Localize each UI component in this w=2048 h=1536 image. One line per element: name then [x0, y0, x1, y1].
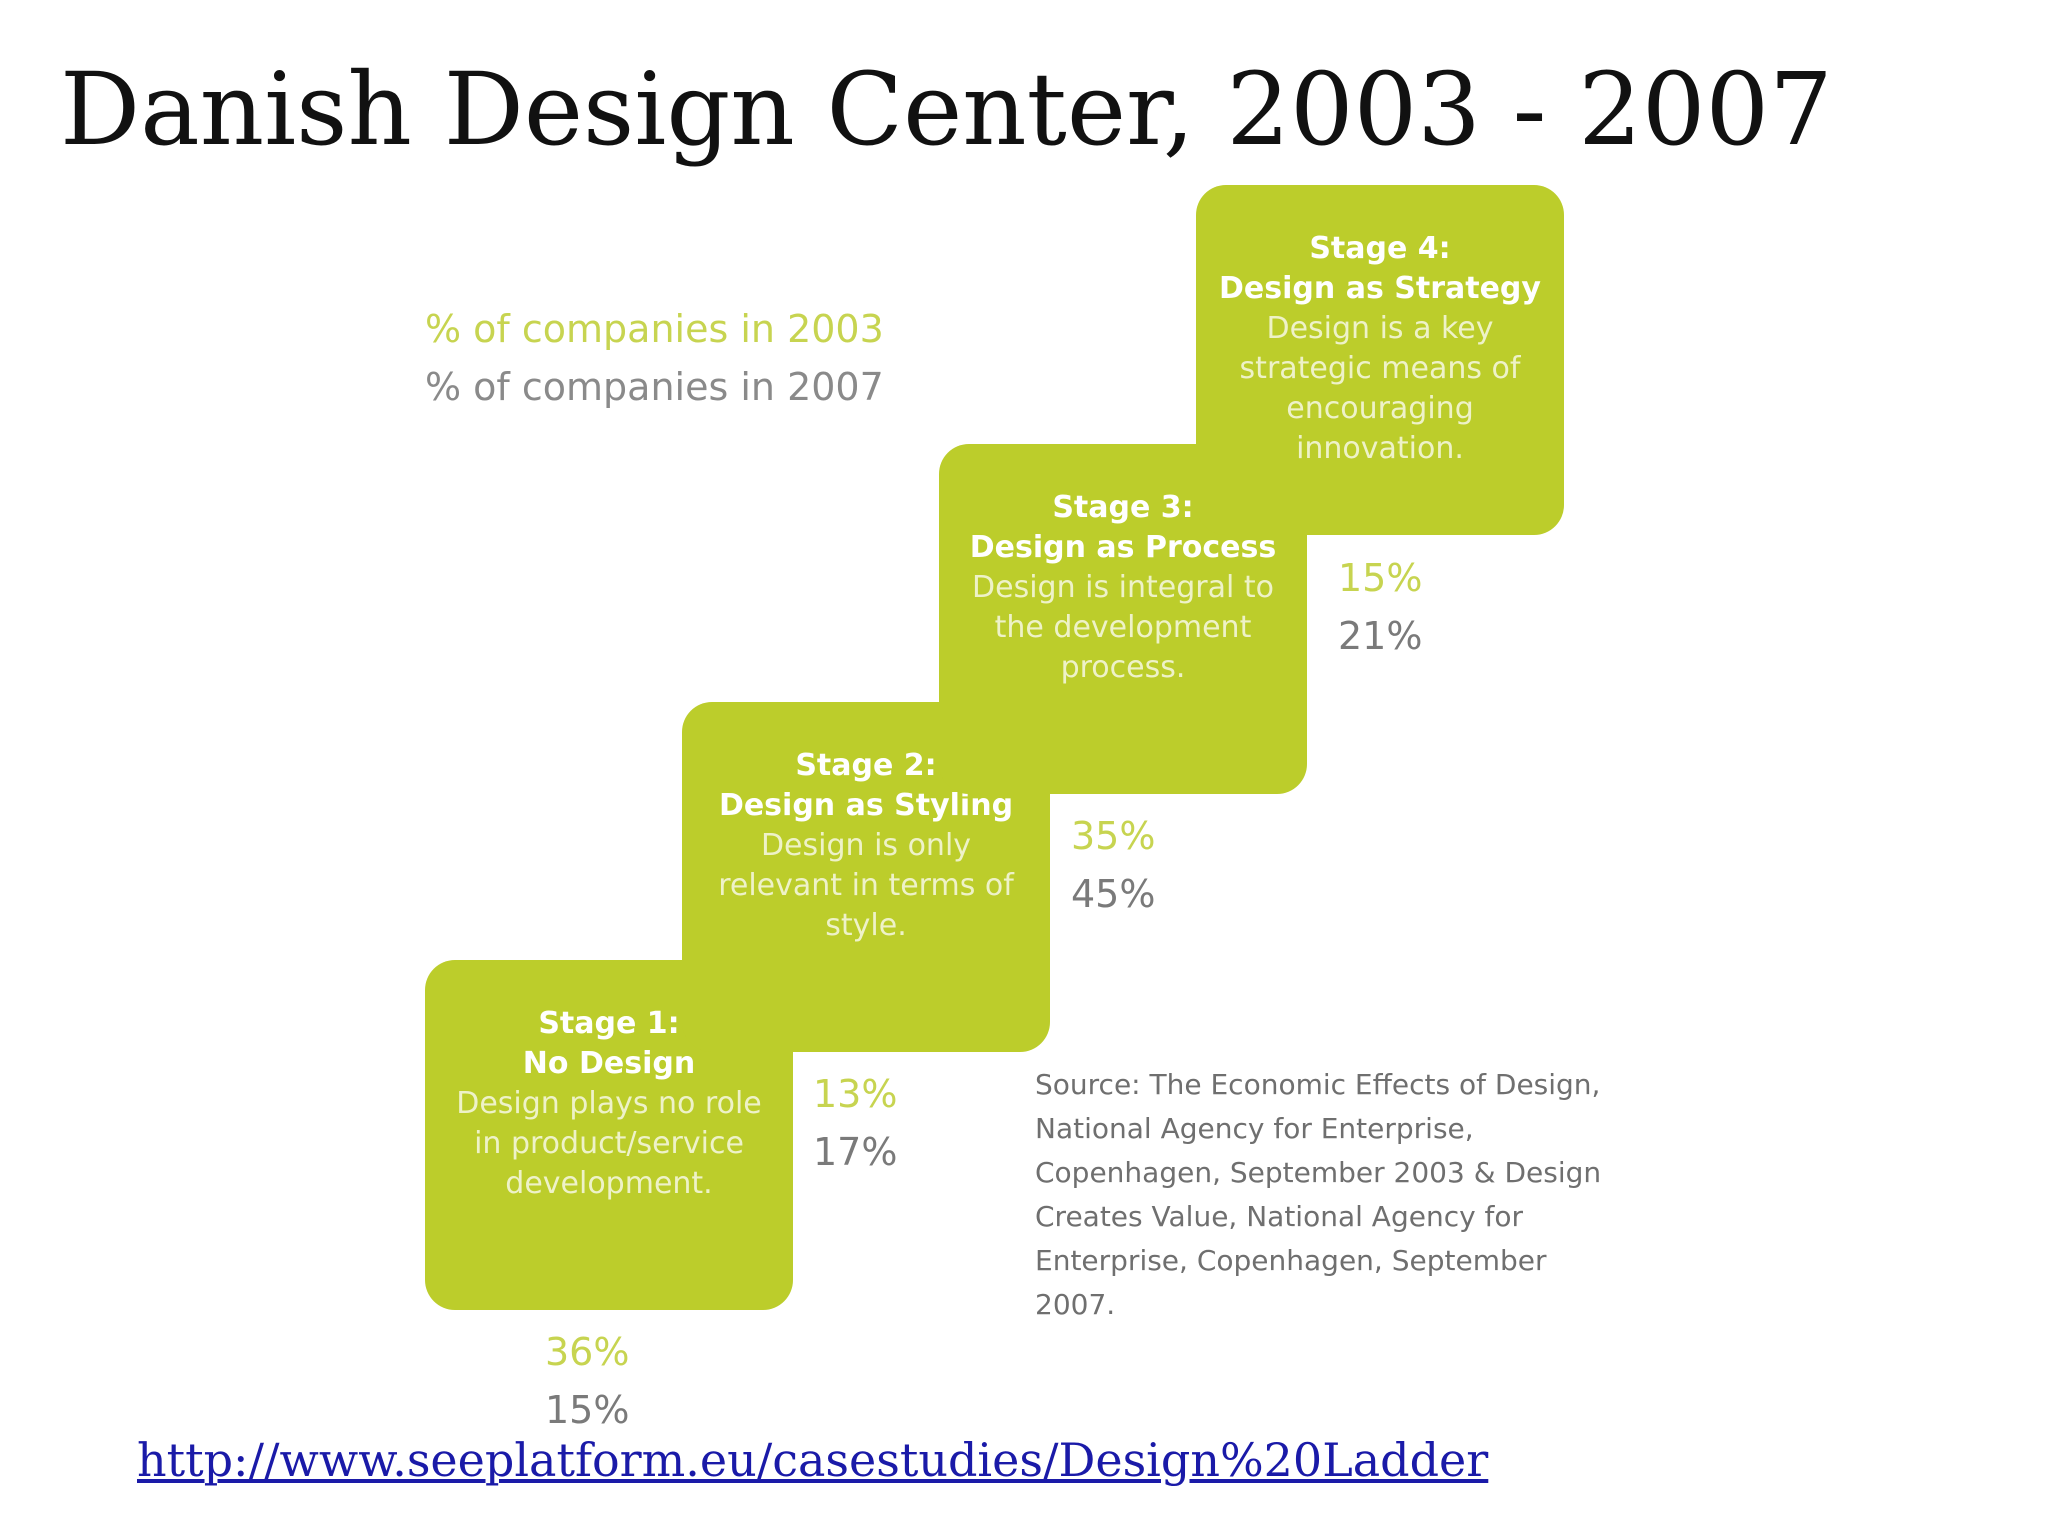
legend: % of companies in 2003 % of companies in… [425, 300, 884, 416]
stage-4-pct-2007: 21% [1338, 614, 1423, 658]
stage-3-pct-2003: 35% [1071, 814, 1156, 858]
slide-title: Danish Design Center, 2003 - 2007 [60, 51, 1833, 168]
design-ladder-figure: % of companies in 2003 % of companies in… [405, 185, 1605, 1455]
legend-2003: % of companies in 2003 [425, 307, 884, 351]
stage-2-pct-2003: 13% [813, 1072, 898, 1116]
stage-1-pct-2003: 36% [545, 1330, 630, 1374]
stage-4-percentages: 15% 21% [1338, 549, 1422, 665]
stage-1-percentages: 36% 15% [545, 1323, 629, 1439]
stage-4-box: Stage 4: Design as Strategy Design is a … [1196, 185, 1564, 535]
stage-2-description: Design is only relevant in terms of styl… [718, 828, 1014, 943]
stage-1-label: Stage 1: [538, 1006, 680, 1041]
stage-3-name: Design as Process [969, 530, 1277, 565]
source-note: Source: The Economic Effects of Design, … [1035, 1068, 1602, 1321]
stage-4-pct-2003: 15% [1338, 556, 1423, 600]
stage-3-box: Stage 3: Design as Process Design is int… [939, 444, 1307, 794]
legend-2007: % of companies in 2007 [425, 365, 884, 409]
source-link[interactable]: http://www.seeplatform.eu/casestudies/De… [137, 1433, 1489, 1487]
stage-2-pct-2007: 17% [813, 1130, 898, 1174]
stage-3-description: Design is integral to the development pr… [972, 570, 1274, 685]
stage-3-pct-2007: 45% [1071, 872, 1156, 916]
stage-2-label: Stage 2: [795, 748, 937, 783]
stage-4-description: Design is a key strategic means of encou… [1239, 311, 1521, 466]
stage-3-percentages: 35% 45% [1071, 807, 1155, 923]
stage-1-description: Design plays no role in product/service … [456, 1086, 762, 1201]
stage-1-name: No Design [522, 1046, 696, 1081]
stage-3-label: Stage 3: [1052, 490, 1194, 525]
stage-2-percentages: 13% 17% [813, 1065, 897, 1181]
stage-4-label: Stage 4: [1309, 231, 1451, 266]
stage-4-name: Design as Strategy [1219, 271, 1541, 306]
stage-1-pct-2007: 15% [545, 1388, 630, 1432]
stage-2-name: Design as Styling [718, 788, 1014, 823]
